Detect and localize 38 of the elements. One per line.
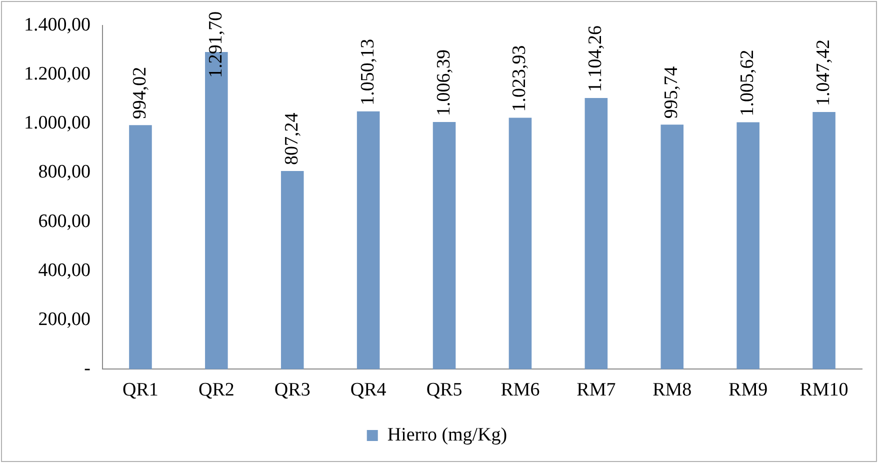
- data-label: 1.023,93: [509, 45, 530, 112]
- y-tick-label: 1.000,00: [24, 112, 90, 134]
- x-tick-label: RM9: [728, 380, 768, 401]
- x-tick-label: RM8: [652, 380, 692, 401]
- bar: [812, 112, 836, 370]
- data-label: 1.005,62: [737, 50, 758, 116]
- data-label: 1.006,39: [433, 50, 454, 116]
- bar: [129, 125, 152, 370]
- y-tick-label: -: [84, 358, 90, 380]
- y-tick-label: 800,00: [38, 162, 90, 183]
- data-label: 1.050,13: [357, 38, 378, 106]
- x-tick-label: RM7: [576, 380, 616, 401]
- bar: [356, 111, 380, 370]
- bar: [736, 122, 760, 370]
- x-tick-label: QR1: [122, 380, 158, 401]
- x-tick-label: QR2: [198, 380, 234, 401]
- y-tick-label: 1.400,00: [24, 14, 90, 36]
- data-label: 1.291,70: [205, 11, 226, 78]
- y-tick-label: 400,00: [38, 260, 90, 281]
- bar: [432, 122, 456, 370]
- bar: [660, 124, 684, 370]
- bar: [584, 98, 608, 370]
- x-tick-label: QR3: [274, 380, 310, 401]
- bar: [508, 118, 532, 370]
- y-tick-label: 200,00: [38, 309, 90, 330]
- data-label: 994,02: [129, 66, 150, 120]
- x-tick-label: RM6: [500, 380, 540, 401]
- x-tick-label: QR4: [350, 380, 387, 401]
- legend-label: Hierro (mg/Kg): [387, 424, 508, 446]
- data-label: 807,24: [281, 112, 302, 165]
- y-tick-label: 600,00: [38, 210, 90, 232]
- data-label: 1.047,42: [813, 39, 834, 106]
- x-tick-label: QR5: [426, 380, 462, 401]
- bar: [280, 170, 304, 370]
- x-tick-label: RM10: [800, 380, 848, 401]
- y-tick-label: 1.200,00: [24, 64, 90, 84]
- data-label: 1.104,26: [585, 26, 606, 92]
- data-label: 995,74: [661, 66, 682, 119]
